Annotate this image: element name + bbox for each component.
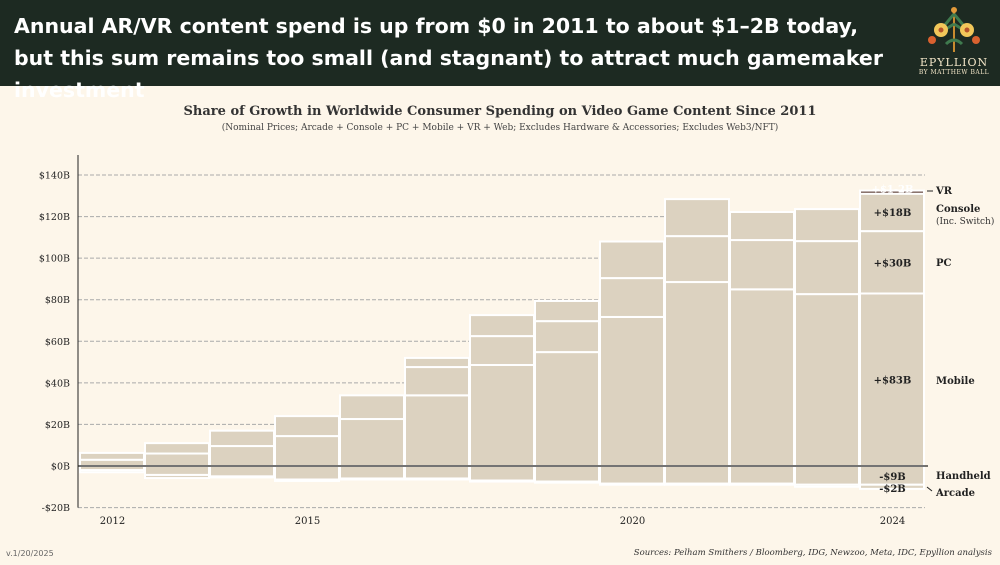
bar-segment-arcade-2024 [859, 483, 925, 490]
bar-segment-handheld-2015 [274, 465, 340, 481]
bar-segment-pc-2015 [274, 415, 340, 438]
bar-segment-console-2018 [469, 314, 535, 338]
bar-segment-arcade-2020 [599, 482, 665, 486]
bar-segment-handheld-2023 [794, 465, 860, 486]
y-tick-label: $20B [45, 420, 70, 431]
bar-segment-mobile-2021 [664, 281, 730, 467]
bar-segment-arcade-2019 [534, 480, 600, 484]
bar-segment-mobile-2020 [599, 315, 665, 467]
annotation-arcade: -$2B [879, 484, 906, 495]
bar-segment-mobile-2018 [469, 363, 535, 467]
logo-name: EPYLLION [919, 56, 989, 69]
bar-segment-arcade-2021 [664, 482, 730, 486]
bar-segment-console-2017 [404, 356, 470, 369]
x-tick-label: 2020 [620, 516, 645, 527]
logo-byline: BY MATTHEW BALL [918, 69, 990, 76]
bar-segment-arcade-2018 [469, 479, 535, 483]
series-label-console: Console [936, 204, 980, 215]
bar-segment-pc-2013 [144, 442, 210, 455]
bar-segment-pc-2017 [404, 366, 470, 397]
sources-note: Sources: Pelham Smithers / Bloomberg, ID… [633, 548, 992, 558]
annotation-pc: +$30B [874, 258, 912, 269]
x-tick-label: 2024 [880, 516, 905, 527]
bar-segment-arcade-2015 [274, 478, 340, 482]
header: Annual AR/VR content spend is up from $0… [0, 0, 1000, 102]
y-tick-label: $80B [45, 295, 70, 306]
bar-segment-pc-2023 [794, 240, 860, 296]
bar-segment-console-2021 [664, 198, 730, 238]
bar-segment-pc-2012 [79, 451, 145, 461]
y-tick-label: $0B [51, 462, 70, 473]
bar-segment-handheld-2017 [404, 465, 470, 480]
bar-segment-arcade-2016 [339, 477, 405, 481]
bar-segment-pc-2016 [339, 394, 405, 421]
bar-segment-handheld-2019 [534, 465, 600, 483]
bar-segment-handheld-2022 [729, 465, 795, 485]
series-label-handheld: Handheld [936, 471, 991, 482]
y-tick-label: $100B [39, 254, 70, 265]
y-tick-label: $60B [45, 337, 70, 348]
x-tick-label: 2015 [295, 516, 320, 527]
bar-segment-pc-2019 [534, 320, 600, 354]
arcade-leader-line [926, 486, 933, 492]
floral-logo-icon [928, 7, 980, 52]
bar-segment-mobile-2019 [534, 351, 600, 468]
bar-segment-vr-2024 [859, 189, 925, 195]
y-tick-label: $40B [45, 378, 70, 389]
series-label-vr: VR [935, 186, 953, 197]
x-tick-label: 2012 [100, 516, 125, 527]
bar-segment-mobile-2022 [729, 288, 795, 468]
series-label-pc: PC [936, 258, 952, 269]
bar-segment-pc-2020 [599, 277, 665, 318]
version-label: v.1/20/2025 [6, 549, 54, 558]
bar-segment-mobile-2023 [794, 293, 860, 467]
bar-segment-arcade-2022 [729, 482, 795, 486]
annotation-mobile: +$83B [874, 376, 912, 387]
bar-segment-console-2020 [599, 240, 665, 280]
bar-segment-mobile-2017 [404, 394, 470, 468]
y-tick-label: -$20B [42, 503, 70, 514]
bar-segment-handheld-2016 [339, 465, 405, 480]
epyllion-logo: EPYLLION BY MATTHEW BALL [912, 4, 996, 84]
bar-segment-arcade-2013 [144, 473, 210, 480]
bar-segment-pc-2021 [664, 235, 730, 284]
bar-segment-console-2019 [534, 299, 600, 323]
series-label-arcade: Arcade [935, 488, 975, 499]
bar-segment-mobile-2024 [859, 292, 925, 467]
bar-segment-mobile-2014 [209, 445, 275, 468]
annotation-vr: +$1-2B [872, 185, 914, 196]
annotation-console: +$18B [874, 208, 912, 219]
series-label-mobile: Mobile [936, 376, 975, 387]
bar-segment-handheld-2013 [144, 465, 210, 476]
bar-segment-arcade-2012 [79, 469, 145, 474]
bar-segment-mobile-2015 [274, 435, 340, 468]
series-sublabel-console: (Inc. Switch) [936, 216, 994, 227]
bar-segment-handheld-2021 [664, 465, 730, 485]
y-tick-label: $120B [39, 212, 70, 223]
bar-segment-pc-2014 [209, 429, 275, 448]
bar-segment-mobile-2013 [144, 452, 210, 467]
bar-segment-handheld-2018 [469, 465, 535, 482]
bar-segment-mobile-2016 [339, 418, 405, 468]
bar-segment-arcade-2014 [209, 475, 275, 479]
bar-segment-arcade-2023 [794, 483, 860, 488]
bar-segment-console-2024 [859, 192, 925, 233]
chart-title: Share of Growth in Worldwide Consumer Sp… [183, 104, 817, 119]
bar-segment-console-2022 [729, 210, 795, 242]
bar-segment-handheld-2014 [209, 465, 275, 478]
bar-segment-pc-2018 [469, 335, 535, 366]
headline: Annual AR/VR content spend is up from $0… [14, 14, 883, 102]
chart-subtitle: (Nominal Prices; Arcade + Console + PC +… [221, 123, 779, 133]
bar-segment-arcade-2017 [404, 477, 470, 481]
annotation-handheld: -$9B [879, 472, 906, 483]
bar-segment-pc-2024 [859, 230, 925, 295]
y-tick-label: $140B [39, 171, 70, 182]
bar-segment-console-2023 [794, 208, 860, 243]
bar-segment-handheld-2020 [599, 465, 665, 485]
bar-segment-pc-2022 [729, 239, 795, 291]
